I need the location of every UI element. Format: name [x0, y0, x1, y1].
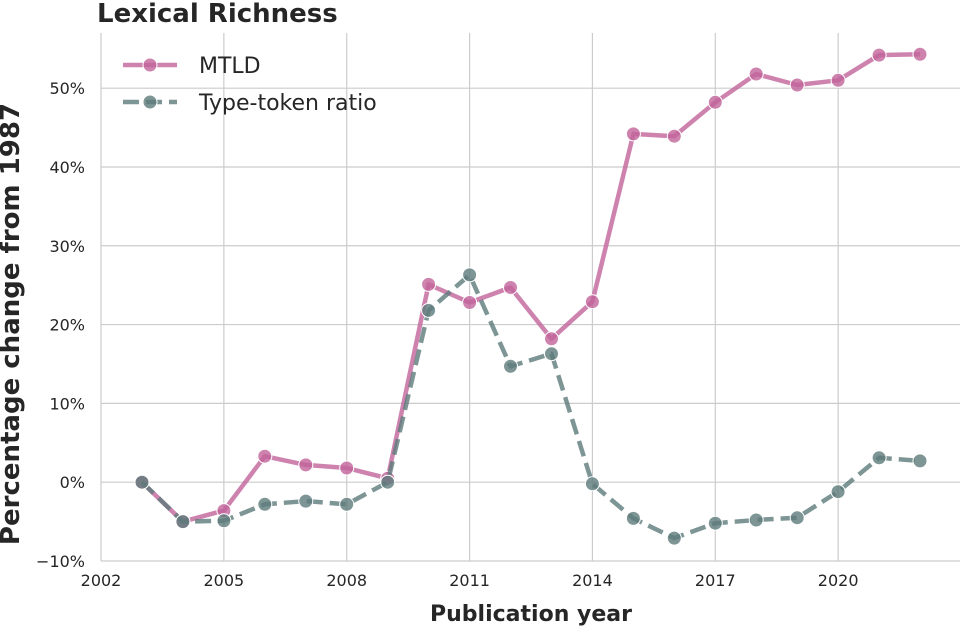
- data-point-mtld: [584, 294, 600, 310]
- legend-label-type-token-ratio: Type-token ratio: [198, 91, 377, 116]
- y-tick-label: 40%: [49, 158, 85, 177]
- data-point-type-token-ratio: [912, 453, 928, 469]
- data-point-type-token-ratio: [584, 476, 600, 492]
- data-point-mtld: [789, 77, 805, 93]
- data-point-type-token-ratio: [707, 515, 723, 531]
- data-point-type-token-ratio: [134, 474, 150, 490]
- data-point-type-token-ratio: [625, 510, 641, 526]
- series-type-token-ratio: [134, 267, 928, 546]
- legend-marker-mtld: [142, 57, 158, 73]
- x-tick-label: 2017: [695, 571, 736, 590]
- data-point-mtld: [544, 331, 559, 347]
- data-point-mtld: [707, 94, 723, 110]
- data-point-type-token-ratio: [421, 302, 437, 318]
- grid-lines: [100, 33, 960, 562]
- y-tick-label: 10%: [49, 394, 85, 413]
- data-point-mtld: [339, 460, 355, 476]
- data-point-type-token-ratio: [666, 530, 682, 546]
- data-point-mtld: [666, 128, 682, 144]
- tick-labels: 2002 2005 2008 2011 2014 2017 2020 −10% 0% 10% 20%…: [36, 79, 858, 590]
- data-point-mtld: [298, 457, 314, 473]
- data-point-mtld: [748, 66, 764, 82]
- data-point-type-token-ratio: [503, 358, 518, 374]
- data-point-mtld: [462, 295, 478, 310]
- data-point-mtld: [912, 46, 928, 62]
- data-point-mtld: [625, 126, 641, 142]
- data-point-type-token-ratio: [830, 484, 846, 500]
- data-series: [134, 46, 928, 546]
- chart-title: Lexical Richness: [97, 0, 338, 29]
- y-axis-title: Percentage change from 1987: [0, 103, 26, 545]
- x-tick-label: 2008: [326, 571, 367, 590]
- data-point-mtld: [421, 276, 437, 292]
- legend-entry-type-token-ratio: Type-token ratio: [123, 91, 377, 116]
- legend-entry-mtld: MTLD: [123, 54, 261, 79]
- x-axis-title: Publication year: [430, 602, 632, 626]
- legend-marker-type-token-ratio: [142, 94, 158, 110]
- y-tick-label: 0%: [60, 473, 85, 492]
- data-point-mtld: [871, 47, 887, 63]
- x-tick-label: 2011: [449, 571, 490, 590]
- legend: MTLD Type-token ratio: [123, 54, 377, 116]
- data-point-type-token-ratio: [298, 493, 314, 509]
- y-tick-label: 50%: [49, 79, 85, 98]
- y-tick-label: 20%: [49, 316, 85, 335]
- data-point-type-token-ratio: [462, 267, 478, 283]
- data-point-type-token-ratio: [380, 474, 396, 490]
- legend-label-mtld: MTLD: [199, 54, 261, 79]
- data-point-type-token-ratio: [175, 514, 191, 530]
- data-point-type-token-ratio: [544, 346, 559, 362]
- series-mtld: [134, 46, 928, 530]
- data-point-type-token-ratio: [789, 510, 805, 526]
- y-tick-label: −10%: [36, 552, 85, 571]
- data-point-type-token-ratio: [871, 450, 887, 466]
- data-point-type-token-ratio: [748, 512, 764, 528]
- y-tick-label: 30%: [49, 237, 85, 256]
- data-point-mtld: [257, 448, 273, 464]
- data-point-mtld: [503, 280, 518, 295]
- data-point-type-token-ratio: [216, 513, 232, 529]
- x-tick-label: 2014: [572, 571, 613, 590]
- data-point-type-token-ratio: [257, 496, 273, 512]
- x-tick-label: 2002: [81, 571, 122, 590]
- data-point-type-token-ratio: [339, 496, 355, 512]
- x-tick-label: 2005: [203, 571, 244, 590]
- data-point-mtld: [830, 72, 846, 88]
- x-tick-label: 2020: [818, 571, 859, 590]
